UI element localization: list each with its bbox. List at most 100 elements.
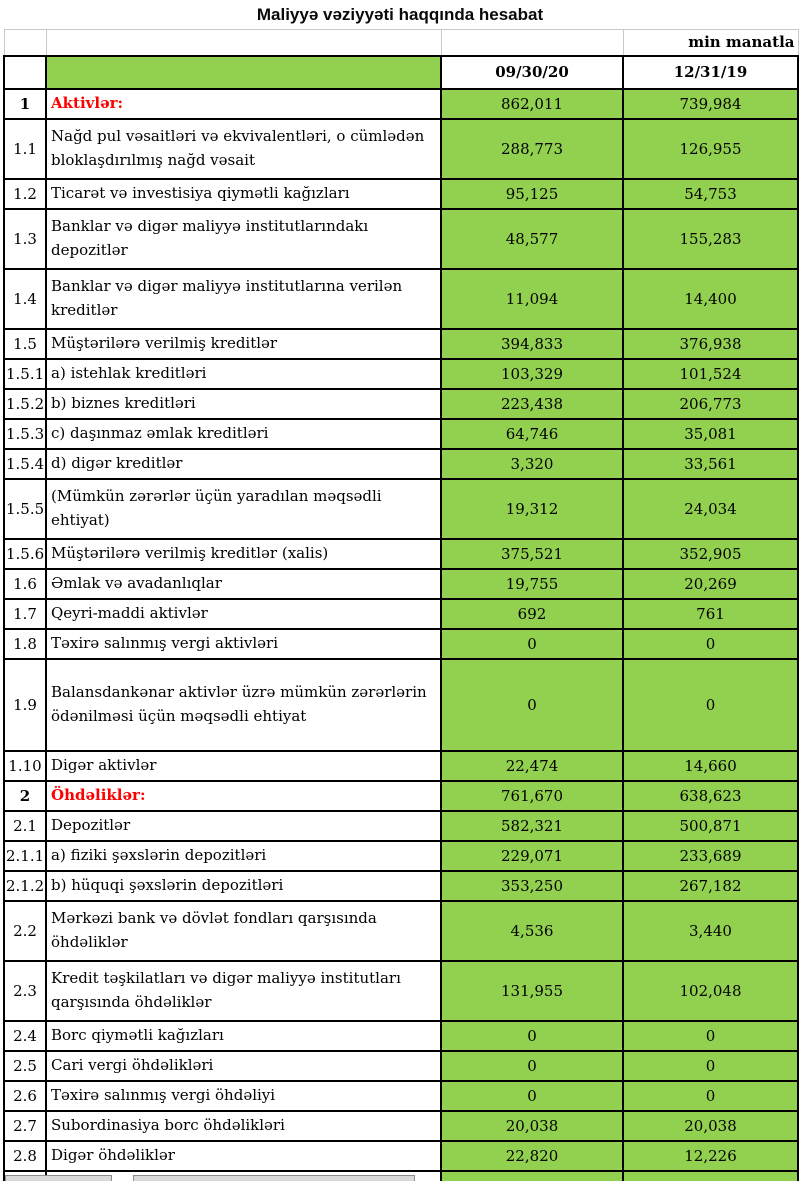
row-value-cell-period2: 500,871 <box>622 809 799 842</box>
row-value-cell-period2: 102,048 <box>622 959 799 1022</box>
table-row: 2 Öhdəliklər: 761,670 638,623 <box>3 779 799 812</box>
unit-note: min manatla <box>622 29 799 56</box>
row-value-cell-period2: 0 <box>622 1049 799 1082</box>
column-header-row: 09/30/20 12/31/19 <box>3 54 799 90</box>
row-label-cell: b) biznes kreditləri <box>45 387 442 420</box>
row-label-cell: Banklar və digər maliyyə institutlarında… <box>45 207 442 270</box>
row-number-cell: 1.7 <box>3 597 47 630</box>
row-number-cell: 2.2 <box>3 899 47 962</box>
row-value-cell-period1: 3,320 <box>440 447 624 480</box>
row-value-cell-period1: 0 <box>440 657 624 752</box>
header-green-cell <box>45 54 442 90</box>
row-label-cell: Əmlak və avadanlıqlar <box>45 567 442 600</box>
row-value-cell-period2: 33,561 <box>622 447 799 480</box>
row-label-cell: Ticarət və investisiya qiymətli kağızlar… <box>45 177 442 210</box>
row-number-cell: 1.2 <box>3 177 47 210</box>
row-label-cell: a) fiziki şəxslərin depozitləri <box>45 839 442 872</box>
row-label-cell: Müştərilərə verilmiş kreditlər (xalis) <box>45 537 442 570</box>
row-value-cell-period2: 233,689 <box>622 839 799 872</box>
row-value-cell-period1: 229,071 <box>440 839 624 872</box>
header-spacer-cell <box>3 54 47 90</box>
table-row: 2.8 Digər öhdəliklər 22,820 12,226 <box>3 1139 799 1172</box>
row-value-cell-period2: 376,938 <box>622 327 799 360</box>
row-number-cell: 1.5.3 <box>3 417 47 450</box>
row-label-cell: a) istehlak kreditləri <box>45 357 442 390</box>
row-value-cell-period1: 582,321 <box>440 809 624 842</box>
row-value-cell-period1: 131,955 <box>440 959 624 1022</box>
row-number-cell: 2.4 <box>3 1019 47 1052</box>
row-value-cell-period2: 638,623 <box>622 779 799 812</box>
table-row: 1.5 Müştərilərə verilmiş kreditlər 394,833… <box>3 327 799 360</box>
row-value-cell-period1: 95,125 <box>440 177 624 210</box>
table-row: 1.3 Banklar və digər maliyyə institutları… <box>3 207 799 270</box>
table-row: 1 Aktivlər: 862,011 739,984 <box>3 87 799 120</box>
row-value-cell-period1: 64,746 <box>440 417 624 450</box>
row-label-cell: Digər aktivlər <box>45 749 442 782</box>
row-value-cell-period1: 22,820 <box>440 1139 624 1172</box>
financial-statement-table: min manatla 09/30/20 12/31/19 1 Aktivlər:… <box>3 29 799 1181</box>
row-value-cell-period1: 20,038 <box>440 1109 624 1142</box>
row-number-cell: 1.1 <box>3 117 47 180</box>
row-label-cell: Balansdankənar aktivlər üzrə mümkün zərə… <box>45 657 442 752</box>
unit-row-spacer-1 <box>3 29 47 56</box>
row-number-cell: 2.3 <box>3 959 47 1022</box>
row-number-cell: 2 <box>3 779 47 812</box>
row-value-cell-period1: 19,312 <box>440 477 624 540</box>
row-number-cell: 2.1.2 <box>3 869 47 902</box>
table-row: 1.6 Əmlak və avadanlıqlar 19,755 20,269 <box>3 567 799 600</box>
row-label-cell: Depozitlər <box>45 809 442 842</box>
row-value-cell-period2: 267,182 <box>622 869 799 902</box>
row-value-cell-period1: 353,250 <box>440 869 624 902</box>
table-row: 2.2 Mərkəzi bank və dövlət fondları qarşı… <box>3 899 799 962</box>
row-number-cell: 1.5.5 <box>3 477 47 540</box>
row-label-cell: (Mümkün zərərlər üçün yaradılan məqsədli… <box>45 477 442 540</box>
row-number-cell: 1.5.6 <box>3 537 47 570</box>
row-label-cell: Kredit təşkilatları və digər maliyyə ins… <box>45 959 442 1022</box>
row-value-cell-period2: 0 <box>622 627 799 660</box>
row-value-cell-period2: 352,905 <box>622 537 799 570</box>
row-value-cell-period2: 24,034 <box>622 477 799 540</box>
row-number-cell: 1.3 <box>3 207 47 270</box>
table-row: 1.5.4 d) digər kreditlər 3,320 33,561 <box>3 447 799 480</box>
unit-row-spacer-3 <box>440 29 624 56</box>
row-value-cell-period2: 0 <box>622 657 799 752</box>
row-number-cell: 1.6 <box>3 567 47 600</box>
row-label-cell: d) digər kreditlər <box>45 447 442 480</box>
table-row: 2.1.1 a) fiziki şəxslərin depozitləri 229,… <box>3 839 799 872</box>
page-title: Maliyyə vəziyyəti haqqında hesabat <box>256 4 544 24</box>
table-row: 1.9 Balansdankənar aktivlər üzrə mümkün z… <box>3 657 799 752</box>
row-value-cell-period1: 4,536 <box>440 899 624 962</box>
table-row: 1.5.6 Müştərilərə verilmiş kreditlər (xal… <box>3 537 799 570</box>
row-label-cell: Qeyri-maddi aktivlər <box>45 597 442 630</box>
row-label-cell: Subordinasiya borc öhdəlikləri <box>45 1109 442 1142</box>
row-value-cell-period1: 103,329 <box>440 357 624 390</box>
row-label-cell: Təxirə salınmış vergi aktivləri <box>45 627 442 660</box>
row-number-cell: 1.8 <box>3 627 47 660</box>
row-value-cell-period2: 20,038 <box>622 1109 799 1142</box>
row-value-cell-period1: 394,833 <box>440 327 624 360</box>
row-value-cell-period1: 288,773 <box>440 117 624 180</box>
row-value-cell-period1: 375,521 <box>440 537 624 570</box>
row-number-cell: 2.1 <box>3 809 47 842</box>
col-header-period1: 09/30/20 <box>440 54 624 90</box>
table-row: 2.1 Depozitlər 582,321 500,871 <box>3 809 799 842</box>
row-value-cell-period2: 20,269 <box>622 567 799 600</box>
row-value-cell-period1: 0 <box>440 1079 624 1112</box>
row-value-cell-period2: 14,400 <box>622 267 799 330</box>
row-value-cell-period2: 761 <box>622 597 799 630</box>
clipped-bottom-shape-2 <box>133 1175 415 1181</box>
row-value-cell-period2: 0 <box>622 1079 799 1112</box>
row-value-cell-period2: 739,984 <box>622 87 799 120</box>
table-row: 2.7 Subordinasiya borc öhdəlikləri 20,038 2… <box>3 1109 799 1142</box>
row-value-cell-period2: 35,081 <box>622 417 799 450</box>
table-row: 1.4 Banklar və digər maliyyə institutları… <box>3 267 799 330</box>
row-value-cell-period2: 12,226 <box>622 1139 799 1172</box>
clipped-partial-cell <box>440 1169 624 1181</box>
row-number-cell: 1.5 <box>3 327 47 360</box>
row-value-cell-period1: 862,011 <box>440 87 624 120</box>
table-row: 1.5.3 c) daşınmaz əmlak kreditləri 64,746 3… <box>3 417 799 450</box>
row-value-cell-period2: 126,955 <box>622 117 799 180</box>
row-label-cell: Öhdəliklər: <box>45 779 442 812</box>
row-number-cell: 2.6 <box>3 1079 47 1112</box>
row-label-cell: c) daşınmaz əmlak kreditləri <box>45 417 442 450</box>
